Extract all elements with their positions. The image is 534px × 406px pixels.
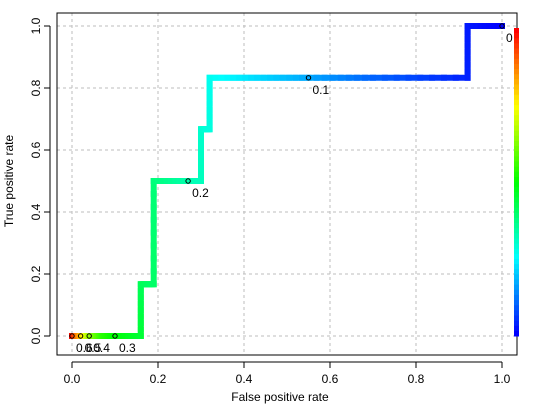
cutoff-marker-5 (305, 75, 312, 81)
colorbar-band-8 (514, 69, 519, 75)
colorbar-band-48 (514, 274, 519, 281)
colorbar-band-42 (514, 243, 519, 250)
colorbar-band-25 (514, 156, 519, 162)
cutoff-label-6: 0 (506, 31, 513, 45)
colorbar-band-6 (514, 58, 519, 65)
colorbar-band-57 (514, 320, 519, 327)
colorbar-band-20 (514, 130, 519, 137)
colorbar-band-22 (514, 140, 519, 147)
colorbar-band-54 (514, 305, 519, 311)
cutoff-marker-2 (86, 333, 92, 339)
cutoff-label-2: 0.4 (93, 341, 110, 355)
plot-frame (56, 12, 518, 356)
colorbar-band-39 (514, 228, 519, 234)
axes: 0.00.00.20.20.40.40.60.60.80.81.01.0 (29, 12, 518, 386)
colorbar-band-14 (514, 99, 519, 106)
colorbar-band-4 (514, 48, 519, 55)
colorbar-band-49 (514, 279, 519, 286)
cutoff-marker-0 (69, 333, 75, 339)
colorbar-band-17 (514, 115, 519, 121)
colorbar-band-47 (514, 269, 519, 275)
colorbar-band-13 (514, 94, 519, 101)
colorbar-band-16 (514, 110, 519, 116)
cutoff-marker-4 (185, 178, 191, 184)
colorbar-band-27 (514, 166, 519, 173)
colorbar-band-19 (514, 125, 519, 132)
colorbar-band-58 (514, 325, 519, 332)
colorbar-band-35 (514, 207, 519, 214)
colorbar-band-55 (514, 310, 519, 316)
cutoff-marker-6 (499, 23, 505, 29)
colorbar-band-26 (514, 161, 519, 168)
colorbar-band-9 (514, 74, 519, 80)
colorbar-band-59 (514, 330, 519, 337)
colorbar-band-3 (514, 43, 519, 50)
colorbar-band-44 (514, 253, 519, 260)
colorbar-band-2 (514, 38, 519, 44)
grid-lines (57, 13, 517, 355)
cutoff-label-4: 0.2 (192, 186, 209, 200)
cutoff-label-3: 0.3 (119, 341, 136, 355)
x-tick-label-1: 0.2 (150, 372, 167, 386)
colorbar-band-15 (514, 105, 519, 111)
colorbar-band-29 (514, 176, 519, 183)
y-tick-label-0: 0.0 (29, 327, 43, 344)
cutoff-label-5: 0.1 (313, 83, 330, 97)
colorbar-band-32 (514, 192, 519, 198)
y-axis-title: True positive rate (2, 135, 16, 228)
y-tick-label-3: 0.6 (29, 141, 43, 158)
colorbar-band-23 (514, 146, 519, 152)
colorbar-band-37 (514, 217, 519, 224)
colorbar-band-30 (514, 182, 519, 188)
colorbar-band-7 (514, 63, 519, 70)
x-tick-label-5: 1.0 (494, 372, 511, 386)
colorbar-band-34 (514, 202, 519, 209)
colorbar-band-0 (514, 28, 519, 34)
cutoff-labels: 0.60.50.4 0.3 0.2 0.1 0 (76, 31, 513, 355)
x-axis-title: False positive rate (231, 390, 329, 404)
colorbar-band-18 (514, 120, 519, 127)
colorbar-band-43 (514, 248, 519, 255)
cutoff-label-0: 0.6 (76, 341, 93, 355)
colorbar-band-5 (514, 53, 519, 60)
y-tick-label-2: 0.4 (29, 203, 43, 220)
colorbar-band-36 (514, 212, 519, 219)
colorbar-band-40 (514, 233, 519, 239)
colorbar-band-56 (514, 315, 519, 322)
colorbar-band-12 (514, 89, 519, 96)
cutoff-label-1: 0.5 (85, 341, 102, 355)
colorbar-band-41 (514, 238, 519, 245)
colorbar-band-46 (514, 264, 519, 270)
colorbar-band-28 (514, 171, 519, 178)
colorbar (514, 28, 519, 337)
colorbar-band-53 (514, 300, 519, 306)
colorbar-band-33 (514, 197, 519, 204)
colorbar-band-21 (514, 135, 519, 142)
cutoff-markers (69, 23, 505, 339)
colorbar-band-51 (514, 289, 519, 296)
cutoff-marker-1 (77, 333, 84, 339)
colorbar-band-50 (514, 284, 519, 291)
x-tick-label-2: 0.4 (236, 372, 253, 386)
y-tick-label-5: 1.0 (29, 17, 43, 34)
cutoff-marker-3 (112, 333, 118, 339)
colorbar-band-38 (514, 223, 519, 229)
colorbar-band-24 (514, 151, 519, 157)
roc-curve (69, 23, 505, 339)
colorbar-band-1 (514, 33, 519, 39)
colorbar-band-52 (514, 294, 519, 301)
x-tick-label-0: 0.0 (64, 372, 81, 386)
colorbar-band-10 (514, 79, 519, 85)
x-tick-label-3: 0.6 (322, 372, 339, 386)
x-tick-label-4: 0.8 (408, 372, 425, 386)
colorbar-band-45 (514, 259, 519, 265)
y-tick-label-4: 0.8 (29, 79, 43, 96)
colorbar-band-31 (514, 187, 519, 193)
y-tick-label-1: 0.2 (29, 265, 43, 282)
colorbar-band-11 (514, 84, 519, 91)
